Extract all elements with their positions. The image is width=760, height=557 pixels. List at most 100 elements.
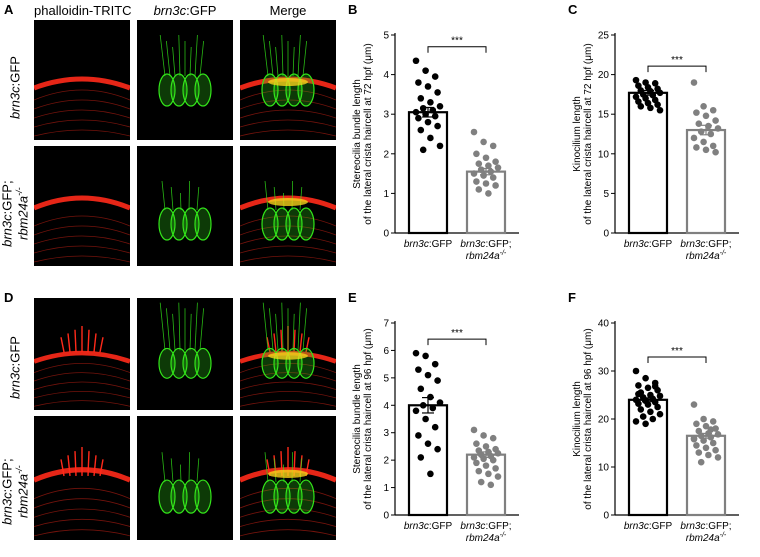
panel-letter-e: E [348, 290, 357, 305]
data-point [635, 390, 642, 398]
data-point [422, 67, 429, 74]
micrograph-r3-c2 [137, 298, 233, 410]
data-point [489, 174, 497, 181]
data-point [434, 377, 441, 384]
data-point [707, 426, 715, 433]
data-point [429, 404, 437, 412]
data-point [424, 440, 432, 447]
x-category-label-1: brn3c:GFP [404, 239, 453, 250]
data-point [475, 160, 483, 167]
data-point [702, 112, 710, 120]
data-point [654, 403, 661, 411]
data-point [424, 118, 432, 126]
data-point [412, 349, 420, 357]
y-tick-label: 7 [383, 319, 389, 330]
chart-f: Kinocilium length of the lateral crista h… [570, 308, 760, 557]
data-point [419, 401, 427, 409]
y-tick-label: 4 [383, 70, 389, 81]
bar-1 [407, 404, 449, 517]
data-point [417, 454, 425, 461]
y-tick-label: 6 [383, 346, 389, 357]
data-point [632, 76, 640, 84]
data-point [422, 352, 429, 360]
data-point [637, 102, 645, 110]
data-point [419, 146, 427, 154]
significance-label: *** [671, 55, 683, 66]
data-point [714, 125, 722, 132]
data-point [475, 186, 483, 193]
micrograph-r1-c1 [34, 20, 130, 140]
data-point [695, 449, 703, 456]
data-point [690, 401, 698, 408]
y-tick-label: 40 [598, 319, 610, 330]
micrograph-r2-c2 [137, 146, 233, 266]
y-tick-label: 0 [383, 511, 389, 522]
data-point [494, 164, 502, 171]
data-point [642, 374, 649, 382]
scale-bar [296, 545, 328, 547]
data-point [654, 101, 661, 108]
chart-e: Stereocilia bundle length of the lateral … [350, 308, 555, 557]
data-point [427, 99, 434, 106]
data-point [639, 413, 647, 420]
data-point [415, 79, 422, 86]
y-tick-label: 3 [383, 428, 389, 439]
micrograph-r2-c3 [240, 146, 336, 266]
y-tick-label: 0 [603, 229, 609, 240]
panel-letter-d: D [4, 290, 14, 305]
data-point [473, 150, 480, 158]
data-point [635, 400, 642, 407]
data-point [651, 80, 659, 87]
data-point [489, 142, 497, 150]
data-point [695, 120, 703, 128]
y-tick-label: 4 [383, 401, 389, 412]
x-category-label-1: brn3c:GFP [624, 239, 673, 250]
significance-bracket [647, 65, 707, 73]
column-header-phalloidin: phalloidin-TRITC [34, 3, 132, 18]
micrograph-r1-c2 [137, 20, 233, 140]
y-tick-label: 2 [383, 149, 389, 160]
data-point [492, 158, 499, 166]
data-point [705, 122, 712, 130]
y-axis-label-line-2: of the lateral crista haircell at 96 hpf… [363, 328, 374, 509]
panel-letter-f: F [568, 290, 576, 305]
micrograph-r4-c3 [240, 416, 336, 540]
data-point [700, 138, 707, 146]
y-tick-label: 1 [383, 189, 389, 200]
micrograph-r2-c1 [34, 146, 130, 266]
data-point [427, 393, 434, 401]
data-point [697, 128, 705, 135]
data-point [705, 451, 712, 459]
data-point [632, 367, 640, 375]
chart-b: Stereocilia bundle length of the lateral … [350, 20, 555, 275]
micrograph-r4-c1 [34, 416, 130, 540]
x-category-label-2: brn3c:GFP; rbm24a-/- [460, 239, 511, 262]
data-point [489, 456, 497, 464]
data-point [434, 122, 441, 130]
y-tick-label: 5 [603, 189, 609, 200]
significance-label: *** [451, 328, 463, 339]
y-tick-label: 2 [383, 456, 389, 467]
data-point [489, 434, 497, 442]
data-point [635, 382, 642, 389]
data-point [434, 445, 441, 453]
data-point [485, 162, 492, 169]
data-point [417, 95, 425, 102]
y-tick-label: 10 [598, 149, 610, 160]
data-point [436, 102, 444, 110]
data-point [427, 134, 434, 142]
x-category-label-2: brn3c:GFP; rbm24a-/- [460, 521, 511, 544]
micrograph-r3-c1 [34, 298, 130, 410]
data-point [473, 440, 480, 447]
panel-letter-c: C [568, 2, 578, 17]
bar-2 [685, 128, 727, 235]
data-point [487, 481, 495, 489]
data-point [494, 473, 502, 480]
data-point [492, 465, 499, 472]
data-point [485, 190, 492, 197]
data-point [651, 383, 659, 390]
data-point [649, 415, 657, 423]
data-point [473, 178, 480, 185]
data-point [480, 138, 487, 146]
data-point [693, 442, 700, 449]
